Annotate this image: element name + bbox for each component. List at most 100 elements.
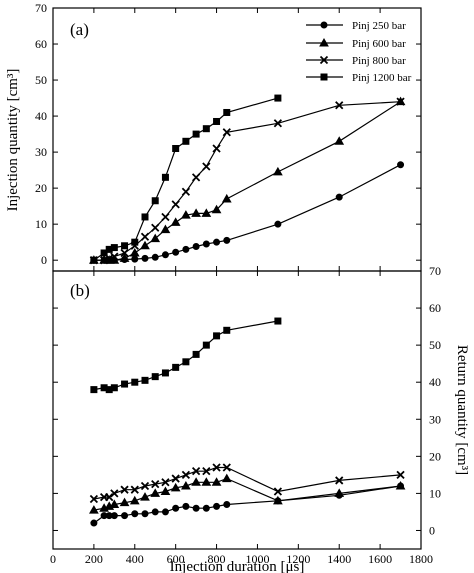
data-point-b-3	[274, 317, 282, 325]
data-point-b-0	[172, 504, 180, 512]
data-point-a-0	[192, 243, 200, 251]
data-point-a-3	[202, 125, 210, 133]
data-point-b-2	[191, 467, 201, 476]
data-point-a-3	[151, 197, 159, 205]
data-point-b-3	[161, 369, 169, 377]
data-point-a-3	[192, 130, 200, 138]
data-point-a-0	[131, 255, 139, 263]
data-point-a-2	[99, 256, 109, 265]
legend-item-800: Pinj 800 bar	[306, 55, 406, 67]
data-point-b-0	[110, 512, 118, 520]
data-point-b-0	[192, 504, 200, 512]
data-point-b-3	[202, 341, 210, 349]
data-point-a-2	[222, 128, 231, 137]
y-tick-label: 10	[35, 217, 47, 231]
y-tick-label: 30	[35, 145, 47, 159]
data-point-a-2	[335, 101, 344, 110]
data-point-b-2	[335, 476, 344, 485]
data-point-b-2	[212, 463, 221, 472]
data-point-a-0	[397, 161, 405, 169]
data-point-b-1	[181, 480, 191, 490]
data-point-a-1	[201, 208, 212, 217]
data-point-a-1	[211, 204, 222, 214]
data-point-a-3	[121, 242, 129, 250]
data-point-b-1	[221, 473, 232, 483]
data-point-a-1	[334, 136, 345, 145]
data-point-b-0	[151, 508, 159, 516]
ticks-layer: 0 200 400 600 800 1000 1200 1400 1600 18000102030…	[35, 1, 441, 566]
data-point-a-0	[223, 236, 231, 244]
y-tick-label: 30	[429, 412, 441, 426]
x-tick-label: 600	[167, 552, 185, 566]
data-point-b-0	[141, 510, 149, 518]
data-point-b-3	[213, 332, 221, 340]
data-point-b-2	[151, 479, 160, 489]
legend-label-1200: Pinj 1200 bar	[352, 72, 412, 84]
data-point-b-2	[120, 485, 129, 494]
data-point-a-2	[161, 212, 170, 222]
data-point-a-2	[140, 232, 150, 241]
y-tick-label: 10	[429, 486, 441, 500]
data-point-b-1	[140, 492, 150, 501]
data-point-a-3	[172, 145, 180, 153]
legend-item-600: Pinj 600 bar	[306, 37, 406, 50]
series-line-b-1	[93, 477, 401, 511]
legend-label-250: Pinj 250 bar	[352, 20, 406, 32]
data-point-b-0	[131, 510, 139, 518]
y-tick-label: 40	[429, 375, 441, 389]
data-point-b-1	[119, 497, 130, 507]
x-tick-label: 400	[126, 552, 144, 566]
data-point-a-3	[90, 256, 98, 264]
data-point-a-2	[396, 97, 405, 106]
data-point-b-0	[202, 504, 210, 512]
data-point-a-3	[110, 244, 118, 252]
series-line-a-0	[93, 164, 401, 261]
data-point-a-0	[151, 253, 159, 261]
data-point-a-1	[191, 208, 201, 217]
data-point-b-2	[140, 481, 150, 491]
data-point-b-2	[171, 474, 180, 483]
data-point-b-1	[150, 488, 161, 497]
data-point-a-2	[181, 187, 191, 196]
series-line-a-2	[93, 101, 401, 261]
data-point-b-3	[131, 378, 139, 386]
series-line-b-2	[93, 466, 401, 500]
data-point-a-1	[170, 217, 181, 226]
x-tick-label: 1000	[245, 552, 269, 566]
data-point-b-3	[90, 386, 98, 394]
x-tick-label: 1400	[327, 552, 351, 566]
data-point-b-3	[172, 363, 180, 371]
data-point-b-1	[170, 482, 181, 492]
y-tick-label: 70	[429, 264, 441, 278]
y-tick-label: 60	[35, 37, 47, 51]
data-point-b-3	[121, 380, 129, 388]
data-point-b-1	[273, 495, 283, 505]
data-point-b-2	[105, 492, 114, 502]
data-point-b-1	[211, 477, 222, 486]
y-tick-label: 0	[429, 523, 435, 537]
data-point-b-2	[181, 470, 191, 480]
data-point-b-2	[202, 467, 211, 476]
data-point-a-2	[202, 162, 211, 171]
data-point-a-0	[335, 193, 343, 201]
data-point-a-2	[212, 144, 221, 153]
data-point-b-2	[273, 487, 283, 496]
panel-a-y-axis-label: Injection quantity [cm³]	[5, 69, 21, 212]
data-point-a-3	[100, 249, 108, 257]
y-tick-label: 50	[429, 338, 441, 352]
data-point-b-1	[89, 505, 99, 514]
y-tick-label: 70	[35, 1, 47, 15]
y-tick-label: 20	[35, 181, 47, 195]
x-tick-label: 200	[85, 552, 103, 566]
series-layer	[89, 94, 406, 527]
series-line-b-3	[93, 320, 279, 391]
panel-a-label: (a)	[70, 20, 89, 39]
x-tick-label: 1600	[368, 552, 392, 566]
data-point-b-1	[160, 486, 171, 496]
data-point-b-0	[182, 502, 190, 510]
data-point-a-3	[141, 213, 149, 221]
data-point-a-3	[213, 117, 221, 125]
data-point-b-3	[192, 350, 200, 358]
x-tick-label: 1800	[409, 552, 433, 566]
